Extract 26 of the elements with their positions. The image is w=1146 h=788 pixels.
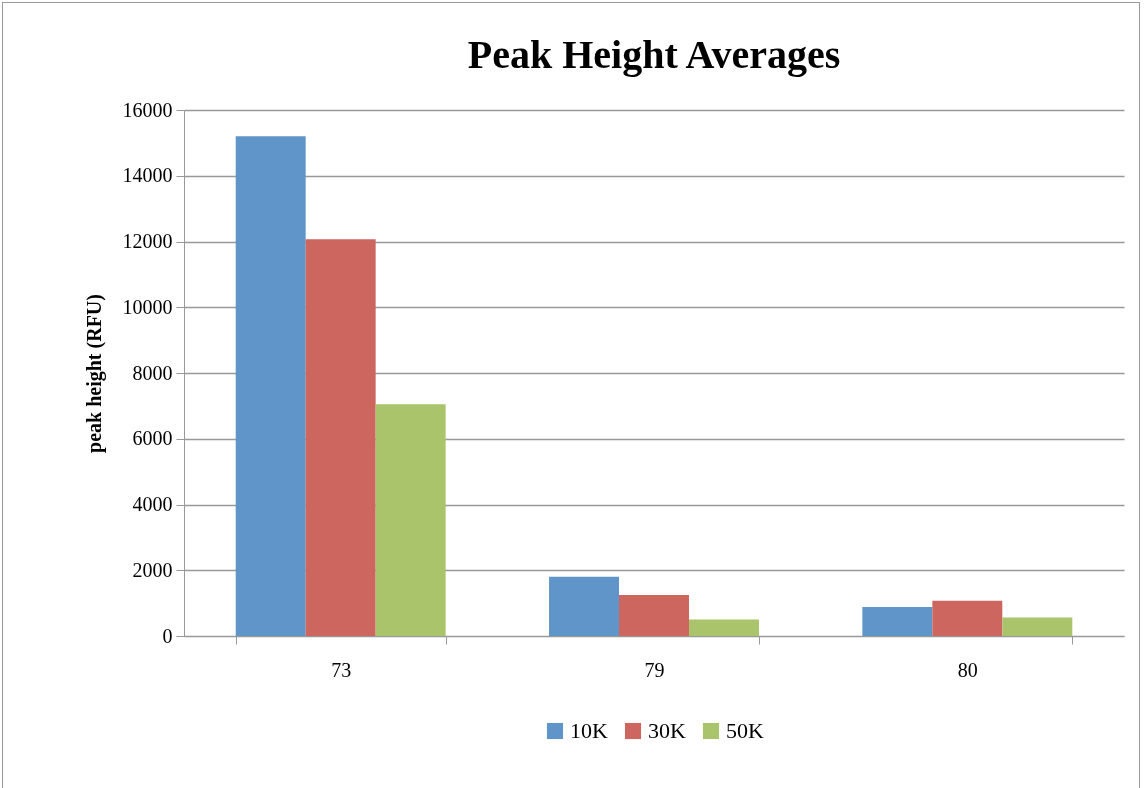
y-tick-label: 6000 [132, 427, 173, 450]
y-tick-label: 16000 [122, 98, 173, 121]
bar [619, 594, 689, 636]
bar [549, 576, 620, 636]
bar [932, 600, 1003, 636]
legend-label: 10K [570, 718, 608, 743]
bar [1002, 617, 1073, 636]
y-tick-label: 0 [162, 624, 173, 647]
legend-label: 30K [648, 718, 686, 743]
bar [305, 239, 376, 636]
y-tick-label: 12000 [122, 230, 173, 252]
x-tick-label: 73 [331, 658, 352, 681]
x-tick-label: 80 [957, 658, 978, 681]
bar [862, 607, 933, 636]
y-tick-label: 4000 [132, 493, 173, 515]
y-tick-label: 10000 [122, 295, 173, 318]
y-tick-label: 8000 [132, 361, 173, 384]
y-tick-label: 14000 [122, 164, 173, 187]
legend-label: 50K [726, 718, 764, 743]
bar [235, 136, 306, 636]
x-tick-label: 79 [644, 658, 665, 681]
y-tick-label: 2000 [132, 558, 173, 581]
y-axis-title: peak height (RFU) [82, 294, 106, 453]
chart-title: Peak Height Averages [467, 32, 841, 77]
bar [375, 404, 446, 636]
bar [688, 619, 759, 636]
